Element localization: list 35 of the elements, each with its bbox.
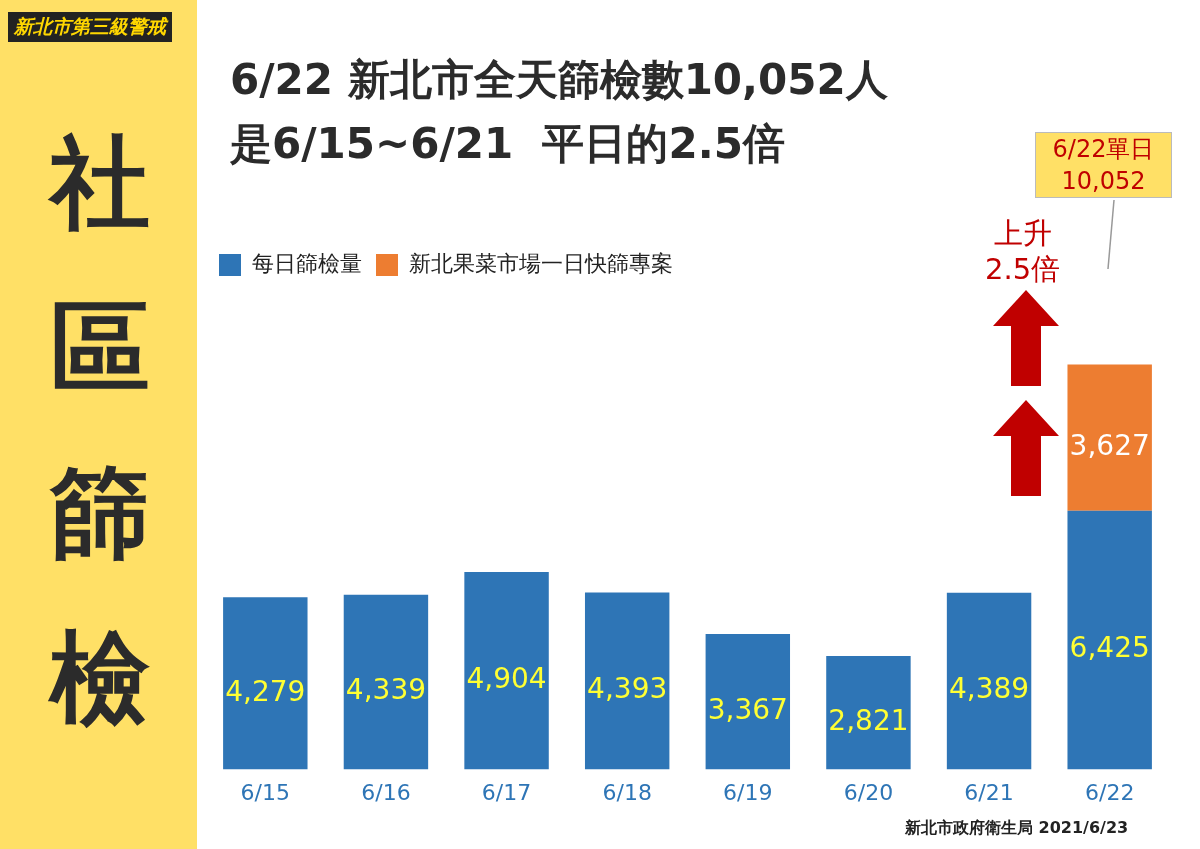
data-label: 6,425 bbox=[1069, 631, 1150, 665]
bar bbox=[464, 571, 549, 770]
data-label: 3,627 bbox=[1069, 428, 1150, 462]
bar bbox=[1067, 364, 1152, 511]
data-label: 3,367 bbox=[707, 693, 788, 727]
data-label: 4,339 bbox=[345, 673, 427, 707]
data-label: 4,279 bbox=[225, 674, 306, 708]
x-tick-label: 6/16 bbox=[361, 779, 411, 805]
x-tick-label: 6/19 bbox=[723, 779, 773, 805]
bar bbox=[223, 597, 308, 770]
x-tick-label: 6/17 bbox=[481, 779, 532, 805]
data-label: 2,821 bbox=[828, 704, 909, 738]
chart-title: 6/22 新北市全天篩檢數10,052人 bbox=[230, 55, 888, 104]
bar bbox=[343, 594, 429, 770]
data-label: 4,389 bbox=[948, 672, 1030, 706]
chart-subtitle: 是6/15~6/21 平日的2.5倍 bbox=[230, 119, 785, 168]
data-label: 4,904 bbox=[466, 662, 547, 696]
bar bbox=[946, 592, 1032, 770]
legend-label: 每日篩檢量 bbox=[252, 250, 362, 276]
data-label: 4,393 bbox=[587, 672, 668, 706]
x-tick-label: 6/20 bbox=[843, 779, 894, 805]
text: 6/22單日 10,052 bbox=[1035, 132, 1172, 198]
legend-label: 新北果菜市場一日快篩專案 bbox=[409, 250, 673, 276]
text: 新北市第三級警戒 bbox=[8, 12, 172, 42]
bar bbox=[1067, 510, 1152, 770]
text: 社區篩檢 bbox=[47, 123, 151, 738]
bar bbox=[584, 592, 670, 770]
x-tick-label: 6/21 bbox=[964, 779, 1014, 805]
bar bbox=[705, 633, 791, 770]
x-tick-label: 6/18 bbox=[602, 779, 652, 805]
x-tick-label: 6/15 bbox=[240, 779, 291, 805]
x-tick-label: 6/22 bbox=[1084, 779, 1135, 805]
text: 上升 2.5倍 bbox=[985, 215, 1061, 287]
text: 新北市政府衛生局 2021/6/23 bbox=[905, 818, 1129, 839]
bar bbox=[826, 655, 911, 770]
